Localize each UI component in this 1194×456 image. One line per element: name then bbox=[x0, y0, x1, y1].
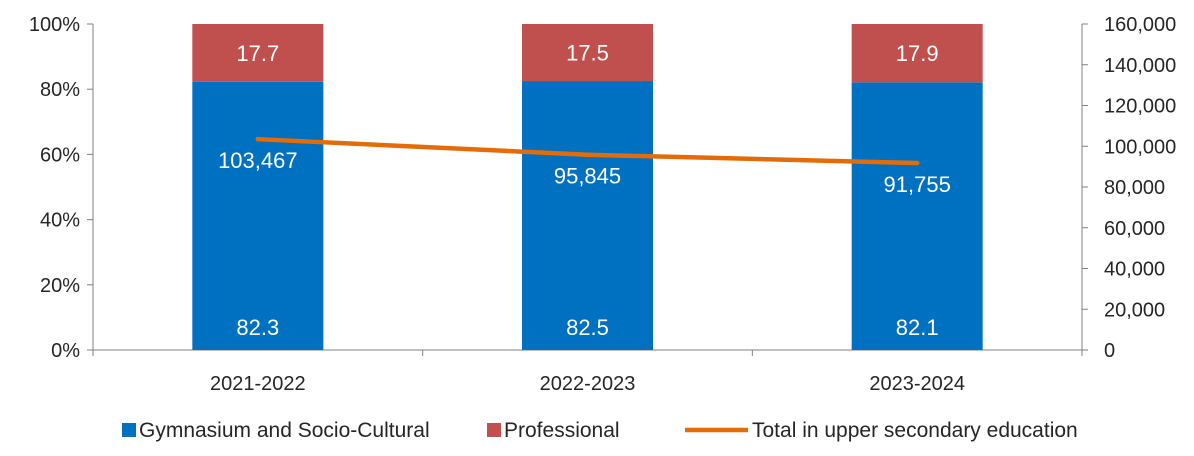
legend-swatch-professional bbox=[487, 423, 501, 437]
total-line-point bbox=[255, 136, 261, 142]
legend-label: Gymnasium and Socio-Cultural bbox=[139, 419, 430, 442]
left-y-tick-label: 0% bbox=[51, 340, 80, 362]
left-y-tick-label: 20% bbox=[40, 275, 80, 297]
bars-group bbox=[192, 24, 983, 351]
line-series-group bbox=[255, 136, 920, 166]
bar-segment-professional bbox=[192, 24, 324, 82]
bar-data-label: 82.1 bbox=[896, 315, 939, 340]
bar-segment-gymnasium bbox=[192, 81, 324, 351]
right-y-tick-label: 20,000 bbox=[1104, 299, 1165, 321]
left-y-tick-label: 40% bbox=[40, 210, 80, 232]
data-labels-group: 82.3 17.7 82.5 17.5 82.1 17.9 103,467 95,845 91,… bbox=[218, 41, 951, 340]
bar-segment-gymnasium bbox=[522, 81, 653, 351]
bar-segment-professional bbox=[522, 24, 653, 82]
left-y-tick-label: 60% bbox=[40, 144, 80, 166]
x-category-label: 2021-2022 bbox=[210, 373, 306, 395]
right-y-tick-label: 140,000 bbox=[1104, 55, 1176, 77]
legend-label: Total in upper secondary education bbox=[752, 419, 1078, 442]
total-line-point bbox=[585, 152, 590, 157]
bar-data-label: 17.9 bbox=[896, 41, 939, 66]
line-data-label: 91,755 bbox=[884, 172, 951, 197]
bar-segment-professional bbox=[851, 24, 983, 83]
bar-segment-gymnasium bbox=[851, 82, 983, 350]
line-data-label: 103,467 bbox=[218, 148, 298, 173]
right-y-tick-label: 60,000 bbox=[1104, 218, 1165, 240]
total-line-point bbox=[914, 160, 920, 166]
bar-data-label: 82.3 bbox=[236, 315, 279, 340]
bar-data-label: 82.5 bbox=[566, 315, 609, 340]
right-y-tick-label: 80,000 bbox=[1104, 177, 1165, 199]
legend: Gymnasium and Socio-Cultural Professional… bbox=[122, 419, 1078, 442]
right-y-tick-label: 100,000 bbox=[1104, 136, 1176, 158]
left-y-tick-label: 80% bbox=[40, 79, 80, 101]
axes-group: 0% 20% 40% 60% 80% 100% 0 20,000 40,000 60,000 80,… bbox=[29, 14, 1176, 395]
right-y-tick-label: 40,000 bbox=[1104, 259, 1165, 281]
right-y-tick-label: 120,000 bbox=[1104, 96, 1176, 118]
line-data-label: 95,845 bbox=[554, 164, 621, 189]
x-category-label: 2022-2023 bbox=[540, 373, 636, 395]
legend-label: Professional bbox=[504, 419, 620, 442]
right-y-tick-label: 0 bbox=[1104, 340, 1115, 362]
bar-data-label: 17.5 bbox=[566, 41, 609, 66]
left-y-tick-label: 100% bbox=[29, 14, 80, 36]
x-category-label: 2023-2024 bbox=[869, 373, 965, 395]
right-y-tick-label: 160,000 bbox=[1104, 14, 1176, 36]
bar-data-label: 17.7 bbox=[236, 41, 279, 66]
legend-swatch-gymnasium bbox=[122, 423, 136, 437]
